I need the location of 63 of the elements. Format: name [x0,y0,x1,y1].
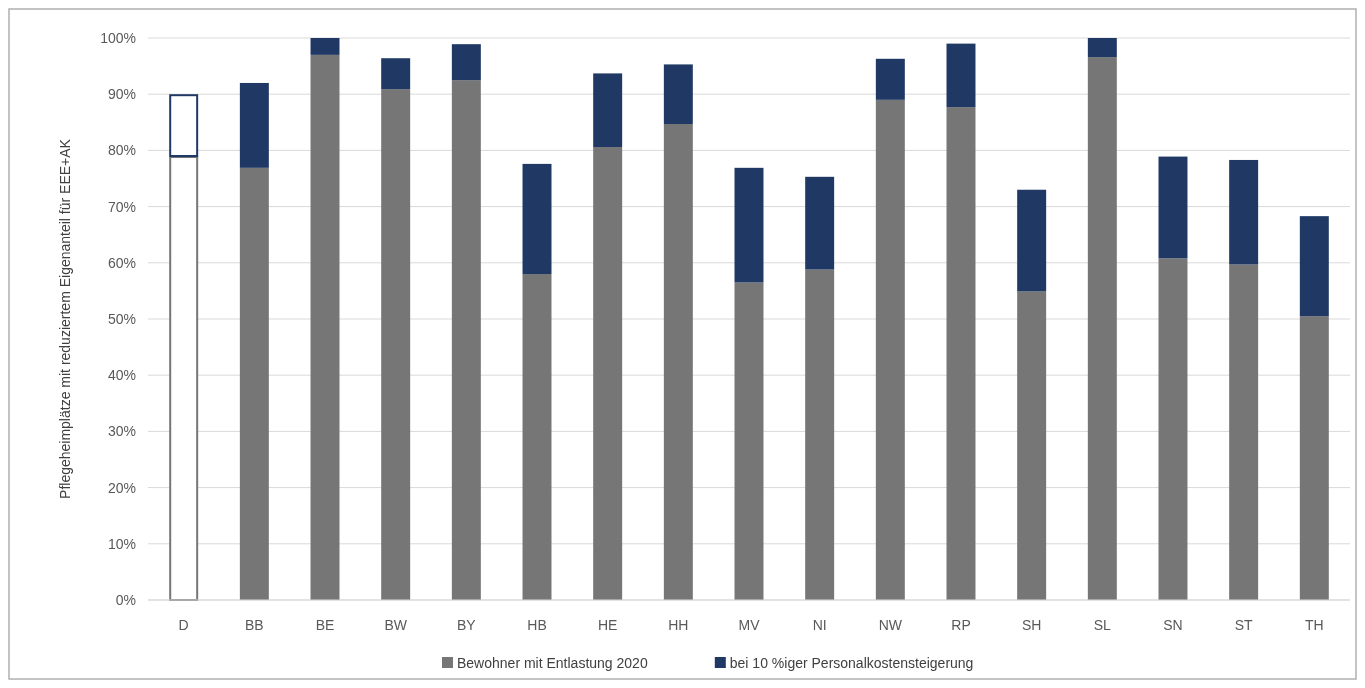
y-tick-label: 30% [107,423,136,440]
bar [451,44,481,81]
bar [593,73,623,148]
bar [239,167,269,600]
bar [1158,258,1188,600]
bar [522,163,552,275]
x-tick-label: NW [878,617,903,633]
x-tick-label: ST [1234,617,1254,633]
legend-label: Bewohner mit Entlastung 2020 [457,654,648,671]
x-tick-label: RP [951,617,971,633]
bar [381,58,411,90]
bar [1299,216,1329,317]
bar [663,64,693,124]
bar [663,123,693,600]
x-tick-label: BB [245,617,264,633]
y-tick-label: 40% [107,367,136,384]
x-tick-label: HB [527,617,547,633]
x-tick-label: HE [597,617,618,633]
bar [875,99,905,600]
bar [1299,316,1329,600]
y-tick-label: 100% [100,29,136,46]
x-tick-label: BW [384,617,408,633]
bar [1087,38,1117,58]
bar [734,282,764,600]
y-tick-label: 90% [107,86,136,103]
x-tick-label: NI [812,617,827,633]
x-tick-label: MV [738,617,761,633]
bar [1017,291,1047,600]
bar [875,58,905,100]
bar [1017,189,1047,292]
x-tick-label: SN [1163,617,1183,633]
x-tick-label: BE [315,617,335,633]
x-tick-label: SH [1021,617,1042,633]
bar [310,38,340,55]
y-tick-label: 0% [115,591,136,608]
bar [946,43,976,108]
bar [1158,156,1188,259]
bar [1229,159,1259,265]
bar [1229,264,1259,600]
x-tick-label: BY [457,617,477,633]
x-tick-label: TH [1304,617,1324,633]
bar [239,82,269,168]
y-tick-label: 20% [107,479,136,496]
y-tick-label: 70% [107,198,136,215]
bar [381,89,411,600]
bar [593,147,623,600]
bar [805,176,835,270]
bar [451,80,481,600]
y-tick-label: 60% [107,254,136,271]
legend-label: bei 10 %iger Personalkostensteigerung [729,654,974,671]
y-tick-label: 80% [107,142,136,159]
bar [310,54,340,600]
bar [522,274,552,600]
y-tick-label: 50% [107,310,136,327]
bar [734,167,764,283]
x-tick-label: D [178,617,189,633]
y-axis-title: Pflegeheimplätze mit reduziertem Eigenanteil für EEE+AK [57,138,73,499]
bar [946,107,976,600]
bar [805,269,835,600]
y-tick-label: 10% [107,535,136,552]
x-tick-label: HH [668,617,689,633]
x-tick-label: SL [1093,617,1112,633]
bar [1087,57,1117,600]
